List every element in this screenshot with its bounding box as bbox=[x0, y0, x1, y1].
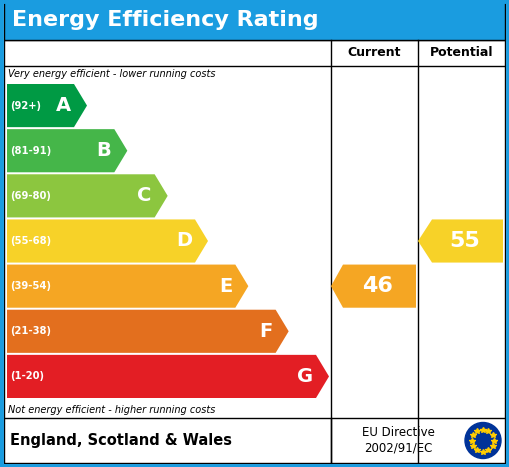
Text: Energy Efficiency Rating: Energy Efficiency Rating bbox=[12, 10, 319, 30]
Polygon shape bbox=[7, 219, 208, 262]
Text: A: A bbox=[56, 96, 71, 115]
Polygon shape bbox=[418, 219, 503, 262]
Text: (39-54): (39-54) bbox=[10, 281, 51, 291]
Bar bbox=[4, 0, 505, 40]
Text: EU Directive
2002/91/EC: EU Directive 2002/91/EC bbox=[361, 426, 435, 454]
Text: D: D bbox=[176, 232, 192, 250]
Text: 46: 46 bbox=[362, 276, 393, 296]
Text: (81-91): (81-91) bbox=[10, 146, 51, 156]
Text: (55-68): (55-68) bbox=[10, 236, 51, 246]
Text: E: E bbox=[219, 276, 232, 296]
Text: 55: 55 bbox=[449, 231, 480, 251]
Polygon shape bbox=[7, 84, 87, 127]
Text: Current: Current bbox=[348, 47, 401, 59]
Polygon shape bbox=[7, 129, 127, 172]
Text: (69-80): (69-80) bbox=[10, 191, 51, 201]
Polygon shape bbox=[7, 265, 248, 308]
Text: (21-38): (21-38) bbox=[10, 326, 51, 336]
Polygon shape bbox=[331, 265, 416, 308]
Text: Potential: Potential bbox=[430, 47, 493, 59]
Text: England, Scotland & Wales: England, Scotland & Wales bbox=[10, 433, 232, 448]
Text: Not energy efficient - higher running costs: Not energy efficient - higher running co… bbox=[8, 405, 215, 415]
Text: (1-20): (1-20) bbox=[10, 371, 44, 382]
Polygon shape bbox=[7, 310, 289, 353]
Polygon shape bbox=[7, 355, 329, 398]
Circle shape bbox=[465, 423, 501, 459]
Text: F: F bbox=[260, 322, 273, 341]
Text: C: C bbox=[137, 186, 152, 205]
Text: Very energy efficient - lower running costs: Very energy efficient - lower running co… bbox=[8, 69, 215, 79]
Text: B: B bbox=[97, 141, 111, 160]
Text: G: G bbox=[297, 367, 313, 386]
Text: (92+): (92+) bbox=[10, 100, 41, 111]
Polygon shape bbox=[7, 174, 167, 218]
Bar bbox=[4, 418, 505, 463]
Bar bbox=[4, 0, 505, 40]
